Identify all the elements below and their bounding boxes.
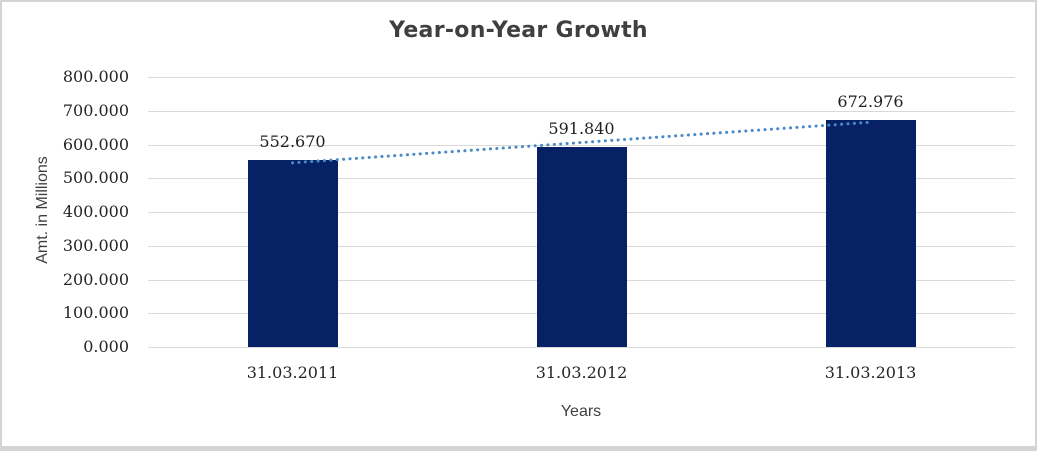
data-label: 552.670: [259, 132, 326, 152]
bar: [247, 160, 338, 347]
x-axis-title: Years: [560, 403, 602, 420]
y-axis-tick-label: 600.000: [62, 134, 129, 154]
bar: [825, 119, 916, 347]
gridline: [148, 110, 1015, 112]
trendline: [291, 120, 872, 165]
bar: [536, 147, 627, 347]
y-axis-tick-label: 400.000: [62, 202, 129, 221]
y-axis-tick-label: 500.000: [62, 168, 129, 188]
y-axis-tick-label: 100.000: [62, 303, 129, 323]
y-axis-tick-label: 800.000: [62, 67, 129, 86]
x-axis-tick-label: 31.03.2013: [824, 363, 917, 382]
gridline: [148, 144, 1015, 146]
y-axis-tick-label: 200.000: [62, 269, 129, 289]
y-axis-tick-label: 700.000: [62, 100, 129, 120]
data-label: 672.976: [837, 91, 904, 111]
gridline: [148, 347, 1015, 348]
data-label: 591.840: [548, 119, 615, 139]
chart-title: Year-on-Year Growth: [389, 18, 648, 43]
y-axis-tick-label: 0.000: [83, 337, 129, 356]
x-axis-tick-label: 31.03.2012: [535, 363, 628, 382]
x-axis-tick-label: 31.03.2011: [246, 363, 339, 382]
y-axis-tick-label: 300.000: [62, 235, 129, 255]
plot-area: 552.670 591.840 672.976: [148, 77, 1015, 348]
gridline: [148, 77, 1015, 78]
